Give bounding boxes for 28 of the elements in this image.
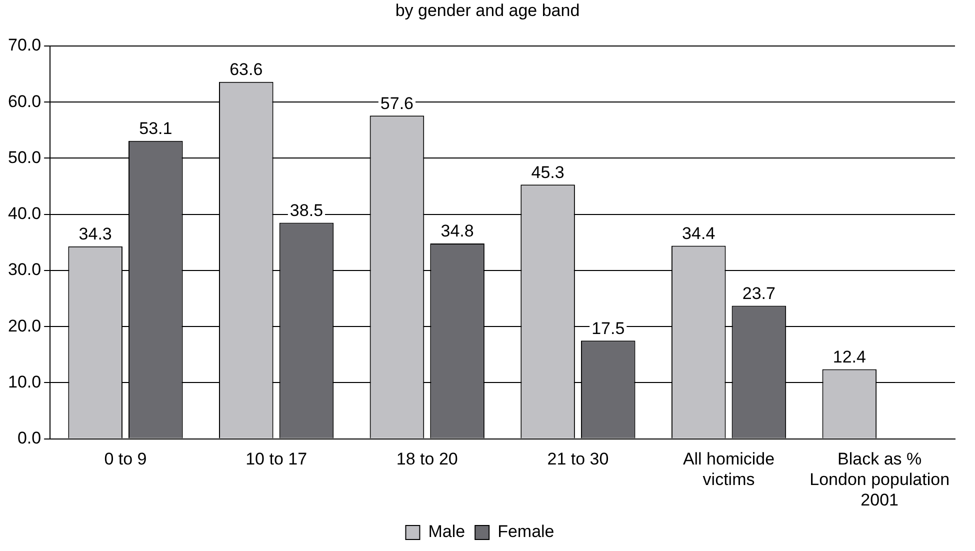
data-label: 38.5 bbox=[290, 200, 324, 220]
x-tick-label: 0 to 9 bbox=[104, 450, 147, 469]
data-label: 12.4 bbox=[832, 347, 866, 366]
data-label: 63.6 bbox=[230, 60, 263, 80]
x-tick-label: 21 to 30 bbox=[547, 450, 609, 469]
data-label: 34.3 bbox=[78, 224, 112, 244]
legend-label: Male bbox=[428, 522, 466, 542]
y-tick-label: 60.0 bbox=[8, 92, 42, 111]
x-tick-label: All homicide victims bbox=[682, 450, 775, 490]
chart-subtitle: by gender and age band bbox=[394, 0, 581, 22]
data-label: 23.7 bbox=[742, 284, 776, 303]
data-label: 17.5 bbox=[592, 318, 625, 338]
y-tick-label: 70.0 bbox=[8, 36, 42, 55]
data-label: 53.1 bbox=[139, 119, 172, 138]
y-tick-label: 10.0 bbox=[8, 372, 42, 392]
y-tick-label: 30.0 bbox=[8, 260, 42, 280]
data-label: 57.6 bbox=[380, 94, 414, 113]
x-tick-label: 10 to 17 bbox=[246, 450, 308, 469]
x-tick-label: Black as % London population 2001 bbox=[810, 450, 950, 510]
data-label: 34.4 bbox=[682, 224, 716, 243]
data-label: 45.3 bbox=[531, 162, 564, 182]
y-tick-label: 40.0 bbox=[8, 204, 42, 224]
data-label: 34.8 bbox=[440, 222, 474, 241]
x-tick-label: 18 to 20 bbox=[396, 450, 458, 469]
y-tick-label: 50.0 bbox=[8, 148, 42, 167]
legend-label: Female bbox=[498, 522, 554, 542]
y-tick-label: 20.0 bbox=[8, 316, 42, 336]
y-tick-label: 0.0 bbox=[17, 428, 42, 448]
